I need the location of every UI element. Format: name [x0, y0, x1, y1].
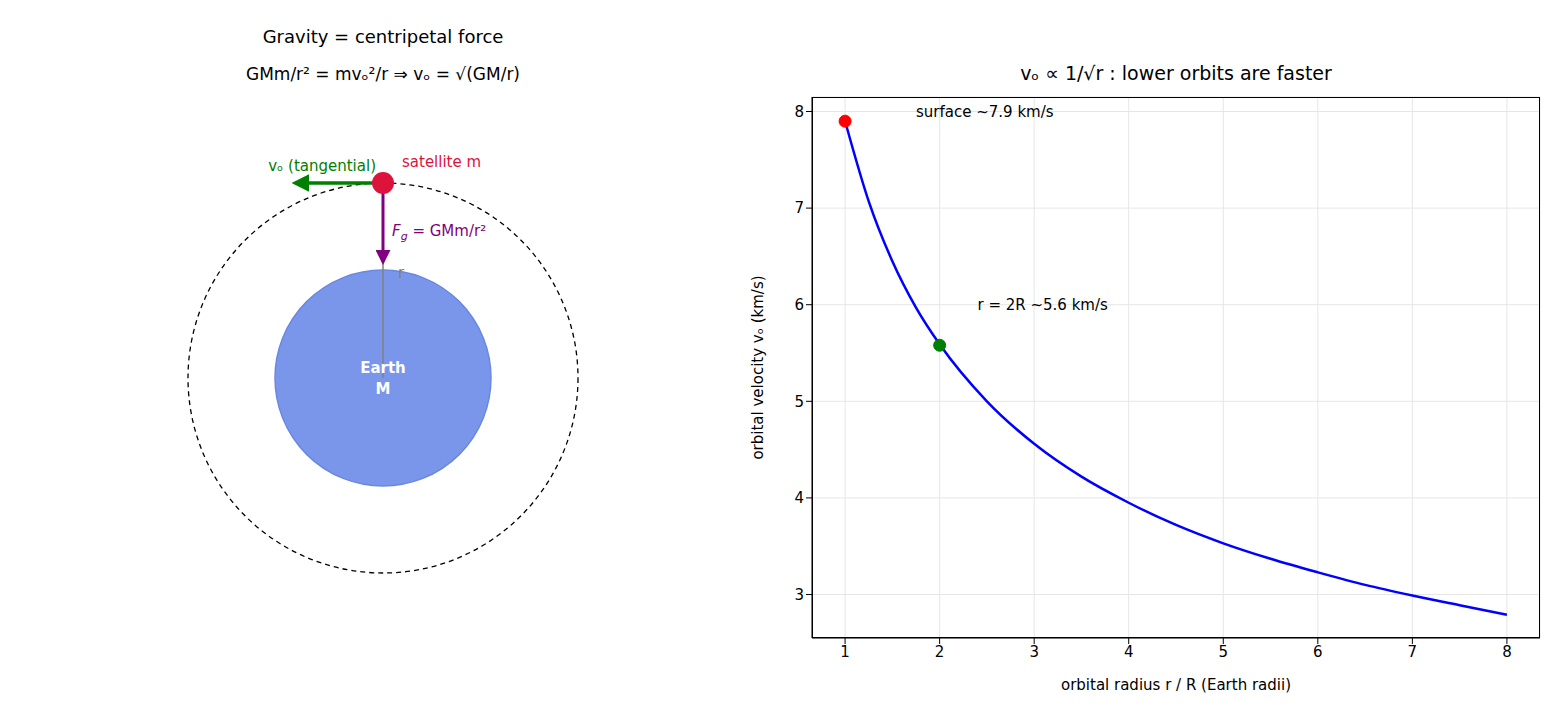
svg-text:4: 4	[1124, 643, 1134, 661]
svg-text:satellite m: satellite m	[402, 153, 481, 171]
svg-text:5: 5	[794, 393, 804, 411]
svg-text:orbital velocity vₒ (km/s): orbital velocity vₒ (km/s)	[749, 275, 767, 459]
svg-text:6: 6	[1313, 643, 1323, 661]
svg-text:Fg = GMm/r²: Fg = GMm/r²	[392, 222, 486, 243]
svg-text:3: 3	[1029, 643, 1039, 661]
svg-text:orbital radius r / R (Earth ra: orbital radius r / R (Earth radii)	[1061, 676, 1291, 694]
svg-text:Earth: Earth	[360, 359, 406, 377]
svg-text:8: 8	[794, 103, 804, 121]
svg-text:8: 8	[1502, 643, 1512, 661]
svg-text:2: 2	[935, 643, 945, 661]
svg-text:vₒ (tangential): vₒ (tangential)	[268, 157, 376, 175]
svg-text:1: 1	[840, 643, 850, 661]
svg-text:r = 2R ~5.6 km/s: r = 2R ~5.6 km/s	[977, 296, 1108, 314]
svg-text:M: M	[376, 380, 391, 398]
svg-text:surface ~7.9 km/s: surface ~7.9 km/s	[916, 103, 1054, 121]
svg-text:3: 3	[794, 586, 804, 604]
svg-text:6: 6	[794, 296, 804, 314]
svg-text:7: 7	[794, 199, 804, 217]
html-text:vₒ ∝ 1/√r : lower orbits are f: vₒ ∝ 1/√r : lower orbits are faster	[1020, 62, 1332, 84]
svg-text:r: r	[398, 264, 405, 282]
svg-text:Gravity = centripetal force: Gravity = centripetal force	[263, 26, 504, 47]
svg-text:GMm/r² = mvₒ²/r ⇒ vₒ = √(GM/r): GMm/r² = mvₒ²/r ⇒ vₒ = √(GM/r)	[246, 64, 520, 84]
svg-text:7: 7	[1408, 643, 1418, 661]
svg-text:4: 4	[794, 489, 804, 507]
svg-text:5: 5	[1218, 643, 1228, 661]
